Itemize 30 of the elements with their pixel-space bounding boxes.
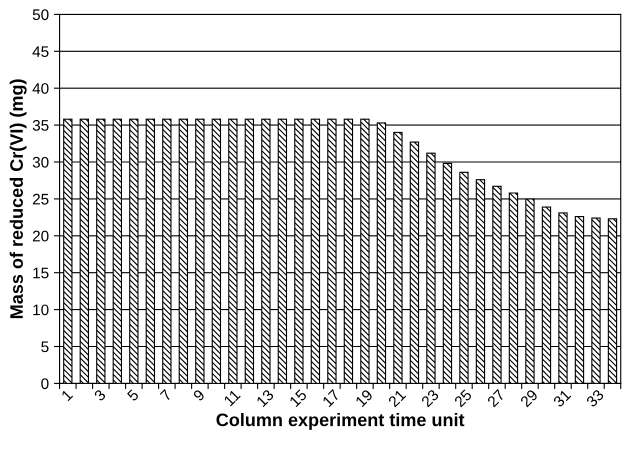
x-tick-label: 3 — [93, 388, 106, 402]
x-tick-label: 27 — [486, 388, 506, 408]
x-tick-label: 31 — [552, 388, 572, 408]
x-tick-label: 19 — [354, 388, 374, 408]
y-axis-title: Mass of reduced Cr(VI) (mg) — [10, 79, 27, 318]
x-tick-label: 23 — [420, 388, 440, 408]
x-tick-label: 1 — [61, 389, 74, 402]
x-tick-label: 21 — [388, 388, 406, 408]
y-tick-label: 30 — [32, 156, 49, 168]
y-tick-label: 5 — [41, 342, 49, 352]
x-tick-label: 17 — [322, 389, 340, 408]
x-tick-label: 7 — [160, 389, 172, 402]
y-tick-label: 45 — [32, 46, 49, 57]
y-tick-label: 15 — [33, 268, 49, 278]
x-tick-label: 25 — [454, 388, 472, 408]
x-tick-label: 29 — [520, 388, 538, 408]
y-tick-label: 20 — [32, 230, 49, 242]
y-tick-label: 50 — [32, 9, 49, 20]
y-tick-label: 40 — [32, 83, 49, 94]
x-tick-label: 15 — [289, 388, 308, 408]
y-tick-label: 10 — [33, 304, 49, 316]
y-tick-label: 25 — [32, 194, 49, 205]
x-tick-label: 33 — [586, 388, 604, 408]
x-tick-label: 9 — [192, 388, 206, 402]
x-tick-label: 11 — [223, 389, 241, 406]
y-tick-label: 0 — [41, 378, 49, 390]
x-tick-label: 5 — [126, 388, 140, 402]
x-tick-label: 13 — [256, 388, 274, 408]
y-tick-label: 35 — [32, 120, 49, 131]
x-axis-title: Column experiment time unit — [216, 412, 464, 430]
